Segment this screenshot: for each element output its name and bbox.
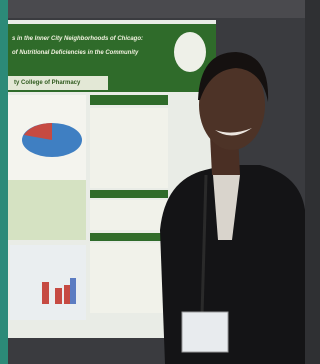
section-header <box>90 190 168 198</box>
section-text <box>90 108 168 188</box>
name-badge <box>182 312 228 352</box>
section-text <box>90 200 168 230</box>
photo-bar <box>64 285 71 304</box>
photo: s in the Inner City Neighborhoods of Chi… <box>0 0 305 364</box>
section-header <box>90 233 168 241</box>
photo-bar <box>70 278 76 304</box>
poster-logo <box>174 32 206 72</box>
section-text <box>90 243 168 313</box>
section-header <box>90 95 168 105</box>
left-border <box>0 0 8 364</box>
poster-institution: ty College of Pharmacy <box>14 80 81 86</box>
page: s in the Inner City Neighborhoods of Chi… <box>0 0 305 364</box>
photo-bar <box>42 282 49 304</box>
poster-title: of Nutritional Deficiencies in the Commu… <box>12 50 139 56</box>
poster-table <box>8 180 86 240</box>
poster-title: s in the Inner City Neighborhoods of Chi… <box>12 36 143 42</box>
wall-top <box>8 0 305 18</box>
photo-bar <box>55 288 62 304</box>
